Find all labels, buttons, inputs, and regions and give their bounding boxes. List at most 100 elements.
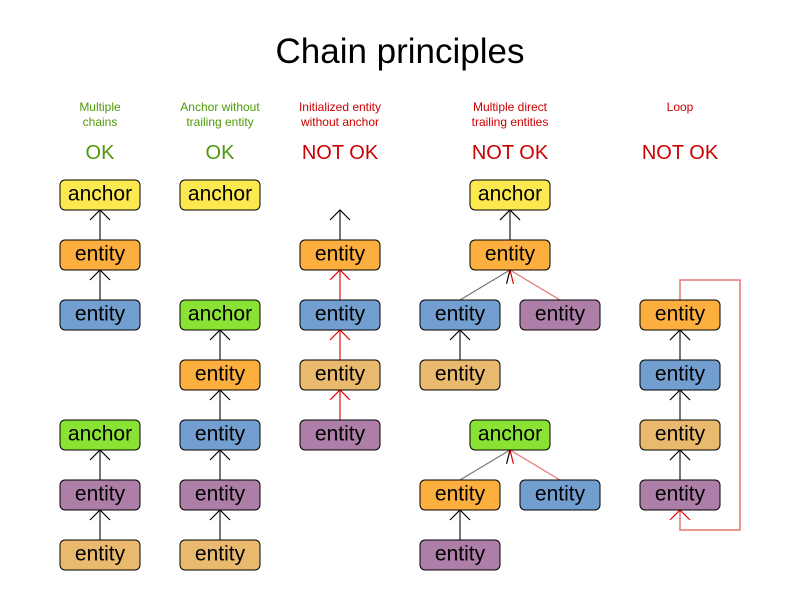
column-caption-line2: trailing entities: [472, 115, 549, 129]
node-label: entity: [435, 483, 486, 506]
node-box: [639, 479, 721, 511]
node-box: [519, 479, 601, 511]
node-box: [419, 359, 501, 391]
node-box: [639, 299, 721, 331]
anchor-node: anchor: [179, 299, 261, 331]
node-box: [59, 479, 141, 511]
node-box: [299, 299, 381, 331]
chain-edge: [459, 449, 511, 481]
node-label: entity: [655, 363, 706, 386]
entity-node: entity: [519, 299, 601, 331]
node-label: entity: [315, 303, 366, 326]
column-verdict: NOT OK: [472, 142, 549, 164]
entity-node: entity: [639, 479, 721, 511]
invalid-chain-edge: [509, 449, 561, 481]
column-caption-line1: Multiple: [79, 100, 121, 114]
node-label: entity: [315, 243, 366, 266]
entity-node: entity: [639, 419, 721, 451]
node-box: [639, 359, 721, 391]
entity-node: entity: [299, 359, 381, 391]
column-caption-line1: Loop: [667, 100, 694, 114]
node-box: [519, 299, 601, 331]
node-box: [419, 479, 501, 511]
node-label: entity: [315, 423, 366, 446]
entity-node: entity: [179, 359, 261, 391]
entity-node: entity: [59, 239, 141, 271]
node-box: [59, 239, 141, 271]
node-box: [469, 239, 551, 271]
entity-node: entity: [639, 359, 721, 391]
node-label: entity: [535, 303, 586, 326]
node-label: entity: [195, 543, 246, 566]
node-label: entity: [485, 243, 536, 266]
node-label: anchor: [68, 423, 132, 446]
anchor-node: anchor: [59, 419, 141, 451]
node-box: [179, 539, 261, 571]
column-caption-line2: without anchor: [300, 115, 379, 129]
node-box: [299, 239, 381, 271]
entity-node: entity: [179, 479, 261, 511]
column-verdict: OK: [206, 142, 236, 164]
column-caption-line1: Multiple direct: [473, 100, 548, 114]
node-box: [59, 179, 141, 211]
node-label: entity: [75, 483, 126, 506]
node-label: entity: [195, 363, 246, 386]
node-box: [639, 419, 721, 451]
invalid-chain-edge: [509, 269, 561, 301]
node-box: [179, 299, 261, 331]
entity-node: entity: [59, 539, 141, 571]
node-label: entity: [655, 423, 706, 446]
node-label: entity: [435, 543, 486, 566]
node-label: entity: [655, 483, 706, 506]
node-box: [179, 479, 261, 511]
node-label: anchor: [188, 183, 252, 206]
column-caption-line2: chains: [83, 115, 118, 129]
node-label: entity: [195, 483, 246, 506]
node-label: anchor: [478, 183, 542, 206]
entity-node: entity: [419, 539, 501, 571]
node-label: entity: [535, 483, 586, 506]
node-label: anchor: [68, 183, 132, 206]
node-label: entity: [195, 423, 246, 446]
node-box: [469, 179, 551, 211]
node-label: anchor: [188, 303, 252, 326]
column-verdict: OK: [86, 142, 116, 164]
entity-node: entity: [419, 479, 501, 511]
column-caption-line1: Initialized entity: [299, 100, 381, 114]
node-box: [419, 539, 501, 571]
node-box: [179, 179, 261, 211]
node-label: entity: [75, 303, 126, 326]
node-label: entity: [75, 543, 126, 566]
chain-edge: [459, 269, 511, 301]
anchor-node: anchor: [469, 179, 551, 211]
entity-node: entity: [419, 299, 501, 331]
column-caption-line2: trailing entity: [186, 115, 253, 129]
column-verdict: NOT OK: [642, 142, 719, 164]
node-box: [59, 419, 141, 451]
node-box: [469, 419, 551, 451]
anchor-node: anchor: [469, 419, 551, 451]
entity-node: entity: [519, 479, 601, 511]
entity-node: entity: [299, 239, 381, 271]
node-label: entity: [75, 243, 126, 266]
column-verdict: NOT OK: [302, 142, 379, 164]
node-box: [59, 539, 141, 571]
node-label: anchor: [478, 423, 542, 446]
anchor-node: anchor: [59, 179, 141, 211]
entity-node: entity: [299, 299, 381, 331]
page-title: Chain principles: [275, 32, 524, 71]
loop-edge: [679, 279, 741, 531]
column-caption-line1: Anchor without: [180, 100, 260, 114]
entity-node: entity: [639, 299, 721, 331]
node-box: [299, 359, 381, 391]
arrowhead-icon: [329, 209, 351, 221]
entity-node: entity: [299, 419, 381, 451]
entity-node: entity: [59, 299, 141, 331]
node-label: entity: [315, 363, 366, 386]
entity-node: entity: [179, 419, 261, 451]
entity-node: entity: [59, 479, 141, 511]
node-label: entity: [435, 363, 486, 386]
entity-node: entity: [179, 539, 261, 571]
node-box: [179, 359, 261, 391]
